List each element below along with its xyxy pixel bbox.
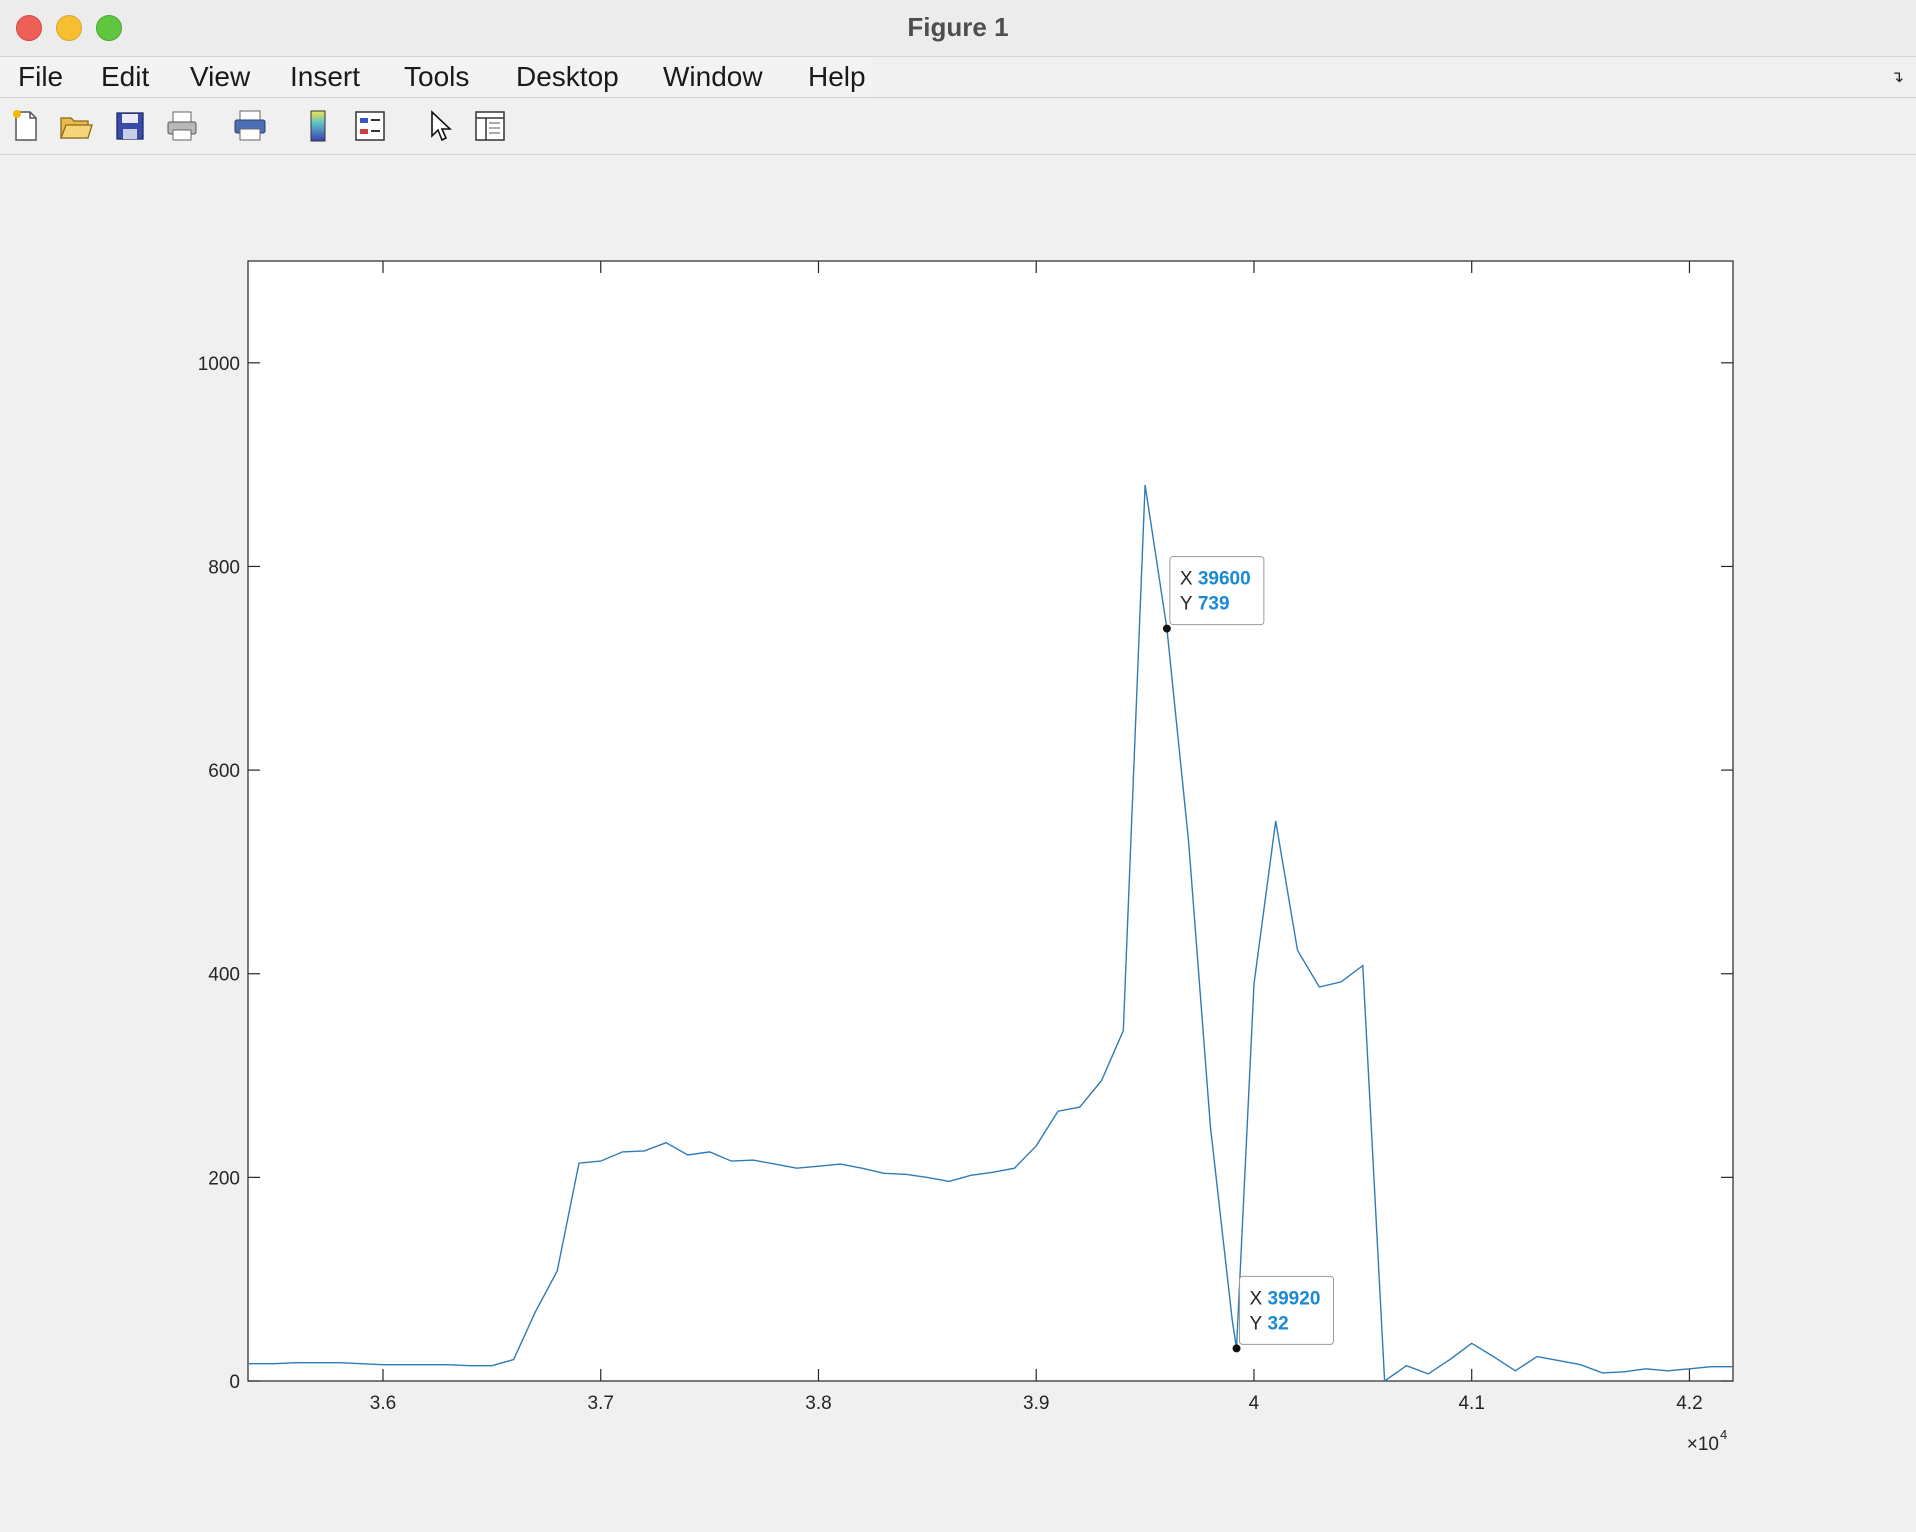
x-tick-label: 4.2 bbox=[1676, 1393, 1702, 1414]
minimize-window-button[interactable] bbox=[56, 15, 82, 41]
save-icon[interactable] bbox=[112, 108, 148, 144]
menu-tools[interactable]: Tools bbox=[404, 61, 470, 92]
datatip-x-value: 39920 bbox=[1268, 1288, 1321, 1309]
window-title: Figure 1 bbox=[907, 12, 1009, 42]
datatip-y-label: Y bbox=[1180, 594, 1193, 615]
menu-insert[interactable]: Insert bbox=[290, 61, 361, 92]
figure-toolbar bbox=[0, 98, 1916, 155]
datatip-x-label: X bbox=[1250, 1288, 1263, 1309]
maximize-window-button[interactable] bbox=[96, 15, 122, 41]
menu-view[interactable]: View bbox=[190, 61, 251, 92]
x-tick-label: 3.6 bbox=[370, 1393, 396, 1414]
y-tick-label: 200 bbox=[208, 1168, 240, 1189]
print-preview-icon[interactable] bbox=[232, 108, 268, 144]
y-tick-label: 400 bbox=[208, 965, 240, 986]
close-window-button[interactable] bbox=[16, 15, 42, 41]
figure-canvas: 3.6 3.7 3.8 3.9 4 4.1 4.2 0 200 400 600 800 1000 ×10 4… bbox=[0, 155, 1916, 1532]
datatip-box bbox=[1169, 556, 1265, 626]
datatip-box bbox=[1239, 1275, 1335, 1345]
property-inspector-icon[interactable] bbox=[472, 108, 508, 144]
y-tick-label: 600 bbox=[208, 761, 240, 782]
datatip-y-value: 739 bbox=[1198, 594, 1230, 615]
menu-bar-filler bbox=[872, 57, 1916, 97]
new-figure-icon[interactable] bbox=[8, 108, 44, 144]
legend-icon[interactable] bbox=[352, 108, 388, 144]
print-icon[interactable] bbox=[164, 108, 200, 144]
axes-box bbox=[247, 260, 1734, 1382]
y-tick-label: 1000 bbox=[198, 354, 240, 375]
colorbar-icon[interactable] bbox=[300, 108, 336, 144]
y-tick-label: 800 bbox=[208, 557, 240, 578]
datatip-y-label: Y bbox=[1250, 1313, 1263, 1334]
y-tick-label: 0 bbox=[229, 1372, 240, 1393]
title-bar: Figure 1 bbox=[0, 0, 1916, 57]
data-series-line[interactable] bbox=[248, 484, 1733, 1383]
menu-window[interactable]: Window bbox=[663, 61, 763, 92]
x-tick-label: 3.9 bbox=[1023, 1393, 1049, 1414]
menu-help[interactable]: Help bbox=[808, 61, 866, 92]
pointer-icon[interactable] bbox=[422, 108, 458, 144]
x-tick-label: 4 bbox=[1249, 1393, 1260, 1414]
open-file-icon[interactable] bbox=[58, 108, 94, 144]
datatip-y-value: 32 bbox=[1268, 1313, 1289, 1334]
dock-figure-icon[interactable]: ↴ bbox=[1890, 69, 1904, 86]
datatip-marker bbox=[1162, 624, 1171, 633]
menu-desktop[interactable]: Desktop bbox=[516, 61, 619, 92]
x-tick-label: 3.8 bbox=[805, 1393, 831, 1414]
x-tick-label: 4.1 bbox=[1458, 1393, 1484, 1414]
x-exponent-power: 4 bbox=[1720, 1427, 1727, 1442]
menu-file[interactable]: File bbox=[18, 61, 64, 92]
datatip-x-label: X bbox=[1180, 569, 1193, 590]
datatip-x-value: 39600 bbox=[1198, 569, 1251, 590]
x-tick-label: 3.7 bbox=[588, 1393, 614, 1414]
menu-edit[interactable]: Edit bbox=[101, 61, 150, 92]
datatip-marker bbox=[1232, 1344, 1241, 1353]
x-exponent-label: ×10 bbox=[1687, 1434, 1719, 1455]
menu-bar: File Edit View Insert Tools Desktop Wind… bbox=[0, 57, 1916, 98]
